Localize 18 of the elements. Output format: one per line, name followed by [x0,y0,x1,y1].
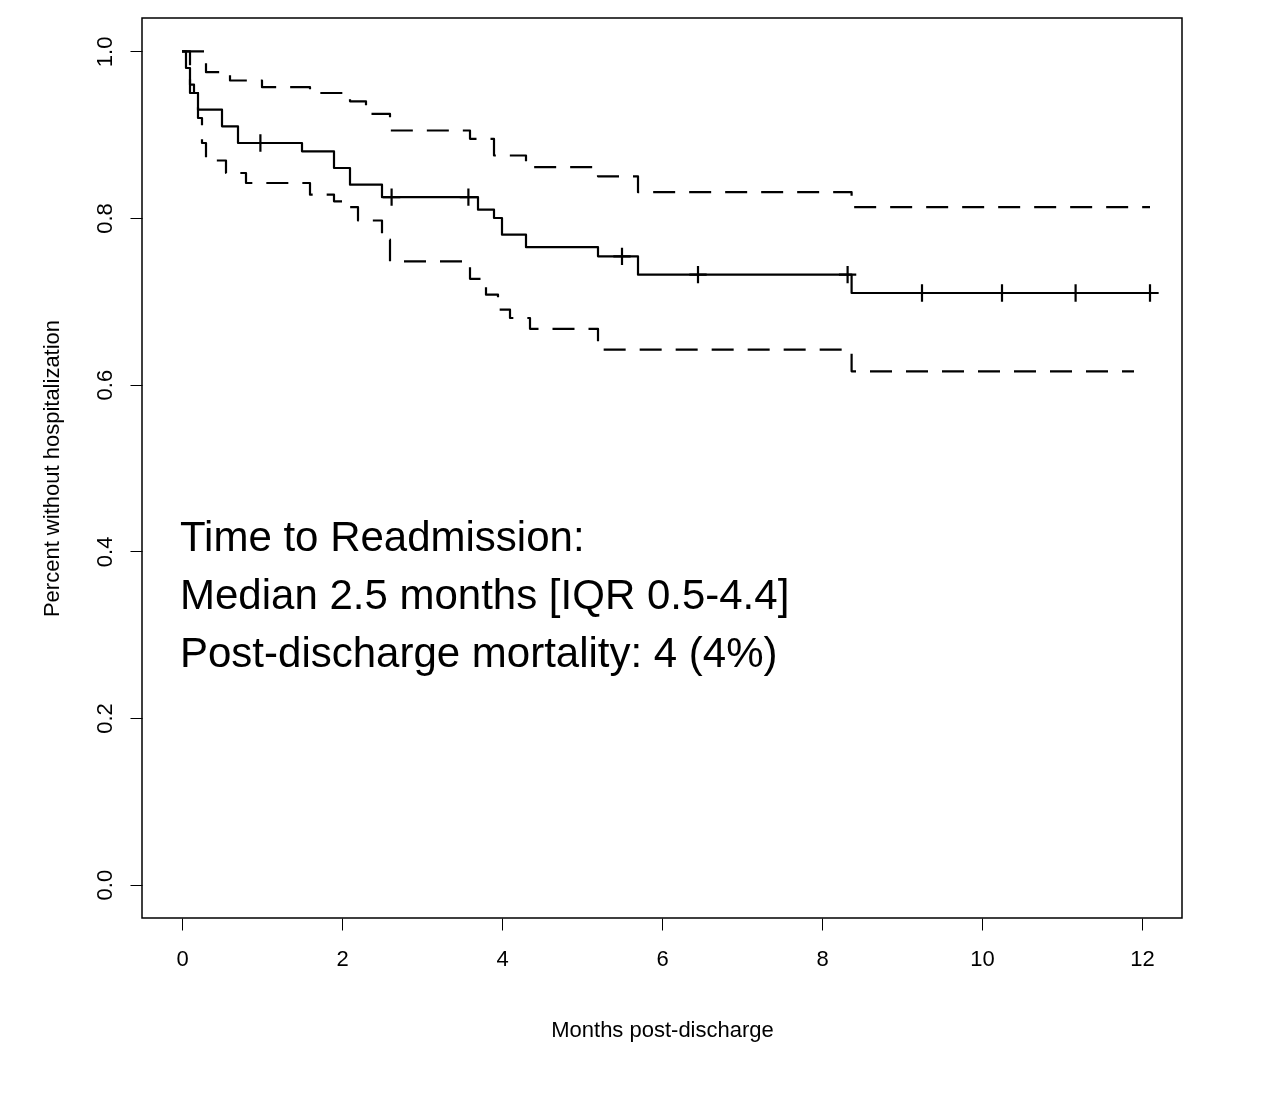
annotation: Time to Readmission: [180,513,585,560]
x-axis-title: Months post-discharge [551,1016,774,1042]
y-tick-label: 0.6 [91,369,117,401]
y-tick-label: 0.2 [91,703,117,734]
x-tick-label: 4 [496,945,509,971]
x-tick-label: 0 [176,945,189,971]
x-tick-label: 2 [336,945,349,971]
y-tick-label: 0.8 [91,203,117,234]
x-tick-label: 10 [970,945,995,971]
y-tick-label: 0.4 [91,536,117,568]
x-tick-label: 12 [1130,945,1155,971]
x-tick-label: 6 [656,945,669,971]
annotation: Median 2.5 months [IQR 0.5-4.4] [180,571,790,618]
x-tick-label: 8 [816,945,829,971]
annotation: Post-discharge mortality: 4 (4%) [180,629,778,676]
y-tick-label: 0.0 [91,869,117,901]
y-axis-title: Percent without hospitalization [38,319,64,618]
y-tick-label: 1.0 [91,36,117,68]
